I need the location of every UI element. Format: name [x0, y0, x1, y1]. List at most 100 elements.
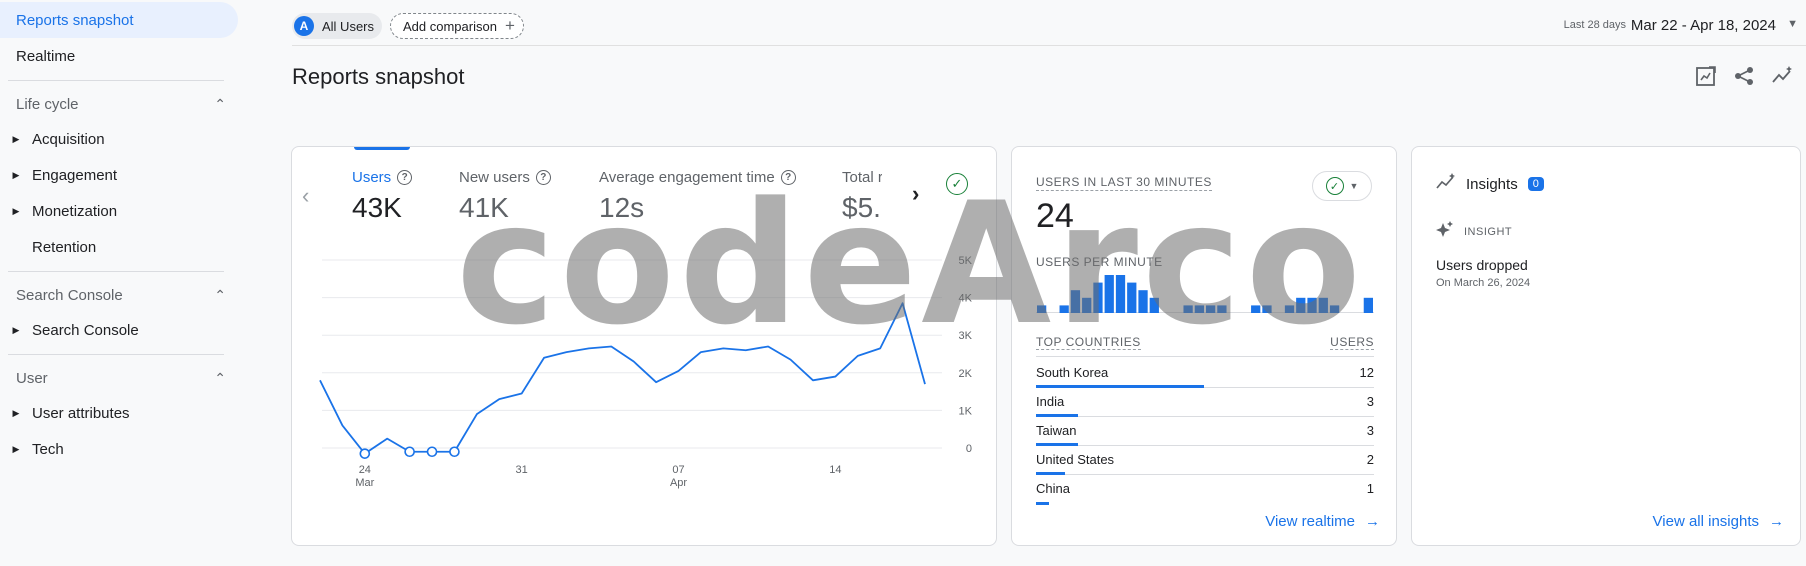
per-minute-bar[interactable] [1296, 297, 1306, 313]
view-realtime-link[interactable]: View realtime → [1265, 513, 1380, 530]
chevron-up-icon[interactable]: ⌃ [214, 369, 226, 386]
metric-tab-avg-engagement[interactable]: Average engagement time? 12s [599, 169, 796, 224]
nav-search-console[interactable]: ▶ Search Console [0, 312, 240, 348]
nav-label: Engagement [32, 166, 118, 184]
country-name: India [1036, 394, 1065, 409]
per-minute-bar[interactable] [1037, 305, 1047, 313]
triangle-right-icon[interactable]: ▶ [12, 133, 20, 144]
chevron-up-icon[interactable]: ⌃ [214, 286, 226, 303]
per-minute-bar[interactable] [1284, 305, 1295, 313]
plus-icon: + [504, 16, 515, 35]
edit-report-icon[interactable] [1694, 64, 1718, 88]
insights-count-badge: 0 [1527, 177, 1544, 191]
data-point[interactable] [426, 446, 438, 458]
metric-value: 12s [599, 192, 645, 223]
per-minute-bar[interactable] [1059, 305, 1069, 313]
chevron-left-icon[interactable]: ‹ [302, 183, 310, 208]
date-range-picker[interactable]: Mar 22 - Apr 18, 2024 [1630, 17, 1776, 34]
chevron-right-icon[interactable]: › [912, 181, 920, 206]
x-tick-label: 31 [516, 464, 528, 476]
per-minute-bar[interactable] [1093, 282, 1103, 313]
per-minute-bar[interactable] [1070, 290, 1081, 313]
nav-reports-snapshot[interactable]: Reports snapshot [0, 2, 238, 38]
per-minute-bar[interactable] [1307, 297, 1317, 313]
per-minute-bar[interactable] [1262, 305, 1272, 313]
divider [8, 354, 224, 355]
per-minute-bar[interactable] [1149, 297, 1159, 313]
per-minute-bar[interactable] [1194, 305, 1204, 313]
metric-tab-users[interactable]: Users? 43K [352, 169, 413, 224]
metric-tab-total-revenue[interactable]: Total reve $5.6l [842, 169, 882, 224]
data-point[interactable] [449, 446, 460, 458]
realtime-value: 24 [1036, 197, 1074, 235]
per-minute-bar[interactable] [1138, 290, 1148, 313]
per-minute-bar[interactable] [1318, 297, 1328, 313]
nav-monetization[interactable]: ▶ Monetization [0, 193, 240, 229]
sparkle-icon [1436, 221, 1454, 242]
caret-down-icon[interactable]: ▼ [1787, 18, 1798, 30]
segment-chip-all-users[interactable]: A All Users [292, 13, 383, 39]
per-minute-bar[interactable] [1251, 305, 1261, 313]
divider [8, 271, 224, 272]
triangle-right-icon[interactable]: ▶ [12, 407, 20, 418]
per-minute-bar[interactable] [1115, 275, 1126, 313]
country-row[interactable]: India 3 [1036, 388, 1374, 417]
per-minute-bar[interactable] [1363, 297, 1373, 313]
triangle-right-icon[interactable]: ▶ [12, 169, 20, 180]
per-minute-bar[interactable] [1082, 297, 1092, 313]
view-all-insights-link[interactable]: View all insights → [1653, 513, 1784, 530]
check-icon[interactable]: ✓ [946, 173, 968, 195]
per-minute-bar[interactable] [1206, 305, 1216, 313]
insights-trend-icon[interactable] [1770, 64, 1794, 88]
metric-tab-new-users[interactable]: New users? 41K [459, 169, 551, 224]
nav-realtime[interactable]: Realtime [16, 47, 76, 65]
insights-title: Insights [1466, 175, 1518, 193]
nav-label: Tech [32, 440, 64, 458]
section-user[interactable]: User ⌃ [0, 361, 240, 395]
help-icon[interactable]: ? [397, 170, 413, 185]
country-name: United States [1036, 452, 1115, 467]
country-users: 12 [1359, 365, 1374, 380]
chevron-up-icon[interactable]: ⌃ [214, 95, 226, 112]
metric-value: 41K [459, 192, 509, 223]
nav-tech[interactable]: ▶ Tech [0, 431, 240, 467]
sidebar: Reports snapshot Realtime Life cycle ⌃ ▶… [0, 0, 240, 566]
nav-acquisition[interactable]: ▶ Acquisition [0, 121, 240, 157]
realtime-status-dropdown[interactable]: ✓ ▼ [1312, 171, 1372, 201]
date-range-caption: Last 28 days [1563, 19, 1626, 31]
per-minute-bar[interactable] [1329, 305, 1340, 313]
help-icon[interactable]: ? [780, 170, 796, 185]
triangle-right-icon[interactable]: ▶ [12, 443, 20, 454]
nav-label: Retention [32, 238, 97, 256]
nav-user-attributes[interactable]: ▶ User attributes [0, 395, 240, 431]
country-row[interactable]: China 1 [1036, 475, 1374, 505]
insight-date: On March 26, 2024 [1436, 277, 1531, 289]
country-row[interactable]: South Korea 12 [1036, 359, 1374, 388]
triangle-right-icon[interactable]: ▶ [12, 324, 20, 335]
nav-label: Acquisition [32, 130, 105, 148]
help-icon[interactable]: ? [535, 170, 551, 185]
add-comparison-button[interactable]: Add comparison + [390, 13, 524, 39]
insight-headline[interactable]: Users dropped [1436, 257, 1528, 273]
arrow-right-icon: → [1365, 513, 1380, 530]
per-minute-bar[interactable] [1217, 305, 1227, 313]
country-row[interactable]: United States 2 [1036, 446, 1374, 475]
check-icon: ✓ [1325, 177, 1344, 195]
section-life-cycle[interactable]: Life cycle ⌃ [0, 87, 240, 121]
data-point[interactable] [404, 446, 415, 458]
per-minute-bar[interactable] [1183, 305, 1193, 313]
y-tick-label: 4K [959, 293, 973, 305]
country-share-bar [1036, 414, 1078, 417]
per-minute-bar[interactable] [1104, 275, 1114, 313]
nav-engagement[interactable]: ▶ Engagement [0, 157, 240, 193]
country-share-bar [1036, 502, 1050, 505]
x-tick-month: Mar [355, 477, 374, 489]
nav-retention[interactable]: Retention [0, 229, 240, 265]
per-minute-bar[interactable] [1127, 282, 1137, 313]
country-users: 2 [1366, 452, 1374, 467]
triangle-right-icon[interactable]: ▶ [12, 205, 20, 216]
country-row[interactable]: Taiwan 3 [1036, 417, 1374, 446]
section-search-console[interactable]: Search Console ⌃ [0, 278, 240, 312]
data-point[interactable] [359, 448, 371, 459]
share-icon[interactable] [1732, 64, 1756, 88]
